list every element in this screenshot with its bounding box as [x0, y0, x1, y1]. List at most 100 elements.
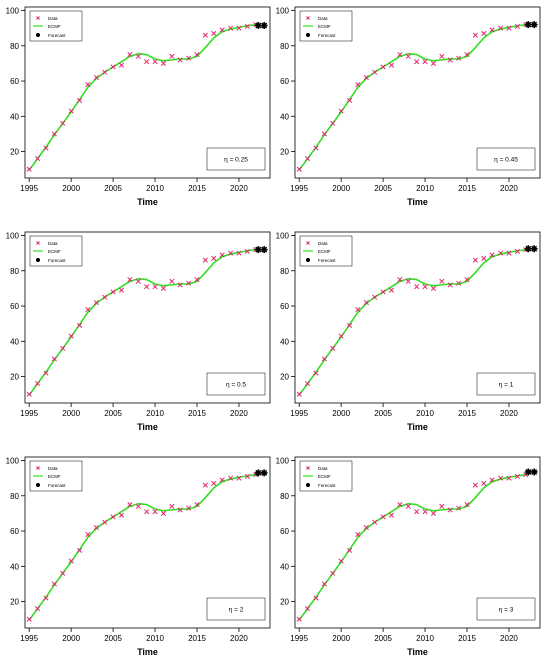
data-point [388, 287, 395, 293]
ecmf-line [28, 23, 256, 171]
data-point [498, 250, 504, 256]
data-point [160, 285, 166, 291]
data-point [514, 248, 520, 254]
data-point [313, 145, 319, 151]
data-point [169, 278, 175, 284]
legend-label: ECMF [48, 474, 61, 479]
data-point [60, 120, 66, 126]
data-point [506, 475, 512, 481]
data-point [236, 475, 242, 481]
data-point [447, 57, 453, 63]
data-point [110, 514, 116, 520]
x-tick-label: 1995 [20, 409, 38, 418]
x-tick-label: 2015 [458, 634, 476, 643]
legend-data-marker [36, 466, 40, 470]
x-axis-label: Time [407, 647, 428, 657]
legend-label: Forecast [318, 33, 336, 38]
data-point [110, 64, 116, 70]
data-point [296, 391, 302, 397]
plot-frame [294, 231, 541, 404]
data-point [85, 82, 91, 88]
x-tick-label: 2000 [62, 634, 80, 643]
data-point [338, 108, 344, 114]
legend: Data ECMF Forecast [299, 10, 353, 42]
data-point [363, 74, 369, 81]
data-point [144, 284, 150, 290]
data-point [102, 69, 108, 75]
data-point [321, 131, 327, 137]
y-tick-label: 20 [280, 598, 289, 607]
eta-label: η = 3 [499, 607, 514, 614]
data-point [464, 52, 470, 58]
data-point [372, 69, 378, 75]
y-tick-label: 20 [10, 148, 19, 157]
data-point [202, 257, 208, 263]
data-point [472, 482, 478, 488]
data-point [506, 250, 512, 256]
data-point [236, 250, 242, 256]
data-point [388, 512, 395, 518]
data-point [472, 257, 478, 263]
data-point [397, 277, 403, 283]
data-point [305, 381, 311, 387]
legend-label: Forecast [48, 33, 66, 38]
ecmf-line [298, 248, 526, 396]
forecast-point [524, 245, 532, 253]
plot-frame [24, 231, 271, 404]
y-tick-label: 100 [6, 457, 20, 466]
data-point [430, 510, 436, 516]
data-point [160, 510, 166, 516]
data-point [514, 473, 520, 479]
data-point [456, 505, 462, 511]
data-point [135, 278, 141, 284]
legend-label: Forecast [318, 483, 336, 488]
legend: Data ECMF Forecast [29, 460, 83, 492]
y-tick-label: 80 [10, 42, 19, 51]
x-tick-label: 2005 [374, 184, 392, 193]
data-point [330, 570, 336, 576]
legend-label: ECMF [48, 24, 61, 29]
eta-annotation: η = 0.25 [206, 147, 266, 171]
y-tick-label: 100 [6, 7, 20, 16]
forecast-point [524, 21, 532, 29]
x-tick-label: 1995 [20, 184, 38, 193]
data-point [93, 299, 99, 306]
legend-label: ECMF [318, 249, 331, 254]
legend-data-marker [306, 466, 310, 470]
data-point [35, 606, 41, 612]
data-point [35, 156, 41, 162]
data-point [472, 32, 478, 38]
x-tick-label: 2015 [188, 634, 206, 643]
y-tick-label: 40 [280, 337, 289, 346]
data-point [244, 23, 250, 29]
data-point [76, 547, 83, 553]
data-point [202, 32, 208, 38]
data-point [102, 519, 108, 525]
plot-frame [294, 456, 541, 629]
data-point [397, 502, 403, 508]
eta-annotation: η = 3 [476, 597, 536, 621]
chart-panel-2: 20 40 60 80 100 1995 2000 2005 2010 2015 2020 Time D… [276, 7, 541, 207]
data-point [456, 280, 462, 286]
x-tick-label: 2010 [416, 184, 434, 193]
forecast-point [530, 468, 538, 476]
data-point [346, 547, 353, 553]
x-tick-label: 2005 [104, 184, 122, 193]
eta-label: η = 0.25 [224, 157, 248, 164]
legend-forecast-marker [306, 258, 310, 262]
data-point [211, 30, 217, 36]
data-point [186, 55, 192, 61]
x-tick-label: 2000 [62, 409, 80, 418]
x-tick-label: 2010 [416, 634, 434, 643]
ecmf-line [298, 473, 526, 621]
data-point [380, 514, 386, 520]
data-point [422, 59, 428, 65]
legend: Data ECMF Forecast [29, 235, 83, 267]
eta-label: η = 1 [499, 382, 514, 389]
data-point [194, 277, 200, 283]
data-point [68, 108, 74, 114]
data-point [102, 294, 108, 300]
data-point [355, 532, 361, 538]
data-point [498, 25, 504, 31]
data-point [397, 52, 403, 58]
